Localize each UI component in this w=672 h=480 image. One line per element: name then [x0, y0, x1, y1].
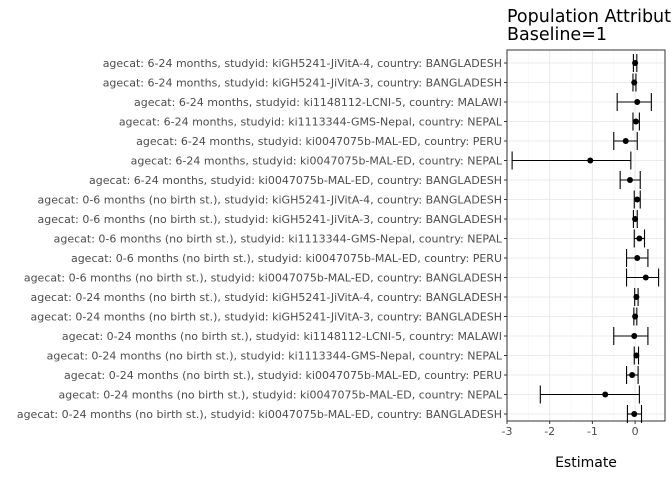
y-tick-label: agecat: 0-24 months (no birth st.), stud… [62, 330, 502, 343]
y-tick-label: agecat: 0-24 months (no birth st.), stud… [31, 291, 502, 304]
estimate-point [632, 60, 639, 66]
estimate-point [634, 255, 641, 261]
y-tick-label: agecat: 6-24 months, studyid: ki1148112-… [134, 96, 502, 109]
estimate-point [632, 313, 639, 320]
y-tick-label: agecat: 6-24 months, studyid: ki1113344-… [119, 116, 503, 129]
panel-background [507, 50, 665, 421]
x-tick-label: -2 [544, 425, 555, 438]
estimate-point [632, 118, 639, 125]
estimate-point [587, 157, 594, 164]
y-tick-label: agecat: 6-24 months, studyid: kiGH5241-J… [103, 57, 502, 70]
y-tick-label: agecat: 0-24 months (no birth st.), stud… [64, 369, 502, 382]
y-tick-label: agecat: 0-6 months (no birth st.), study… [38, 194, 502, 207]
estimate-point [642, 274, 649, 281]
chart-title-line-1: Population Attributable [507, 7, 672, 27]
x-axis-title: Estimate [555, 455, 617, 471]
estimate-point [622, 138, 629, 144]
estimate-point [626, 177, 633, 183]
estimate-point [631, 79, 638, 86]
x-tick-label: -3 [502, 425, 513, 438]
estimate-point [633, 352, 640, 359]
estimate-point [631, 411, 638, 417]
y-tick-label: agecat: 6-24 months, studyid: kiGH5241-J… [103, 77, 502, 90]
y-tick-label: agecat: 6-24 months, studyid: ki0047075b… [89, 174, 502, 187]
estimate-point [634, 99, 641, 105]
y-tick-label: agecat: 0-6 months (no birth st.), study… [24, 272, 502, 285]
chart-title-line-2: Baseline=1 [507, 25, 607, 45]
estimate-point [632, 216, 639, 222]
x-tick-label: 0 [632, 425, 639, 438]
estimate-point [631, 333, 638, 339]
y-tick-label: agecat: 0-6 months (no birth st.), study… [71, 252, 502, 265]
x-tick-label: -1 [587, 425, 598, 438]
y-tick-label: agecat: 0-6 months (no birth st.), study… [54, 233, 503, 246]
y-tick-label: agecat: 0-24 months (no birth st.), stud… [31, 311, 502, 324]
estimate-point [602, 391, 609, 398]
y-tick-label: agecat: 0-6 months (no birth st.), study… [38, 213, 502, 226]
estimate-point [633, 294, 640, 300]
y-tick-label: agecat: 6-24 months, studyid: ki0047075b… [136, 135, 502, 148]
y-tick-label: agecat: 0-24 months (no birth st.), stud… [17, 408, 502, 421]
estimate-point [634, 196, 641, 203]
estimate-point [636, 235, 643, 242]
y-tick-label: agecat: 0-24 months (no birth st.), stud… [58, 389, 502, 402]
y-tick-label: agecat: 0-24 months (no birth st.), stud… [47, 350, 503, 363]
panel-border [506, 49, 666, 422]
y-tick-label: agecat: 6-24 months, studyid: ki0047075b… [131, 155, 503, 168]
estimate-point [629, 372, 636, 378]
